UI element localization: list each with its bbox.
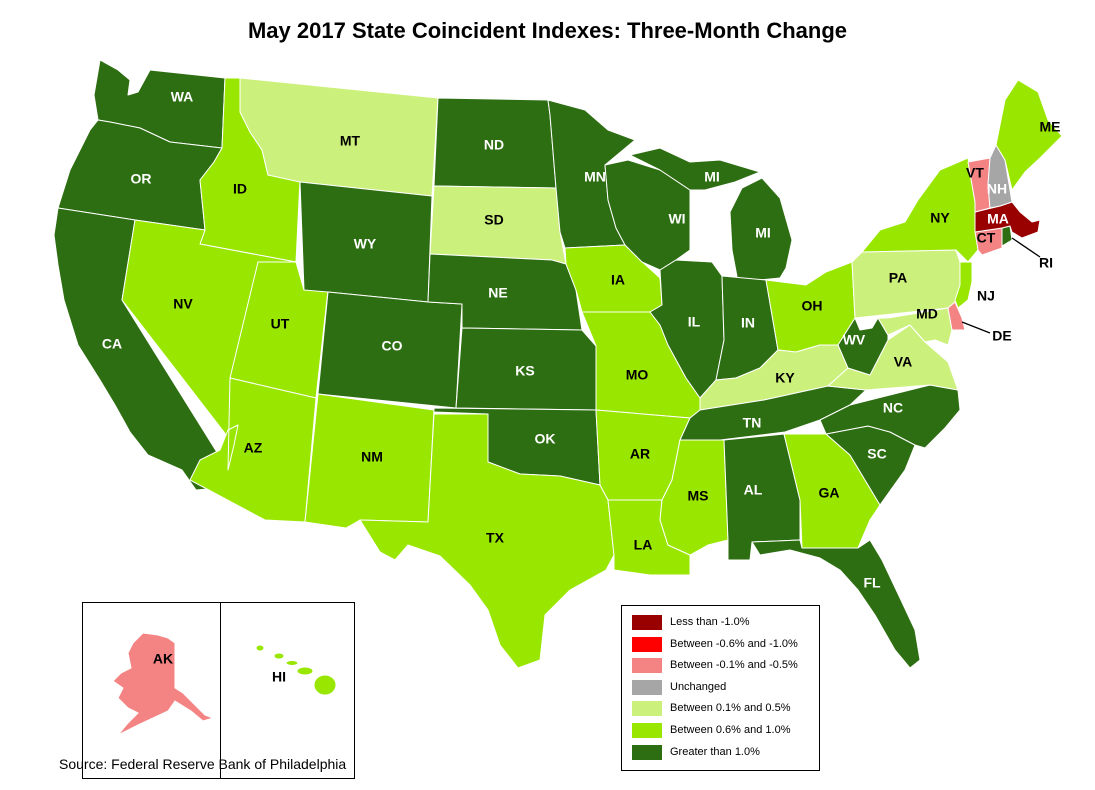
state-nc[interactable]: [819, 384, 961, 449]
hi-molokai: [285, 660, 299, 666]
legend: Less than -1.0% Between -0.6% and -1.0% Be…: [621, 605, 820, 771]
label-ks: KS: [515, 363, 534, 379]
label-ut: UT: [271, 316, 290, 332]
label-nm: NM: [361, 449, 383, 465]
label-ri: RI: [1039, 255, 1053, 271]
label-ma: MA: [987, 211, 1009, 227]
label-ia: IA: [611, 272, 625, 288]
state-tx[interactable]: [359, 413, 615, 669]
label-mn: MN: [584, 169, 606, 185]
hi-oahu: [273, 652, 285, 660]
label-va: VA: [894, 354, 912, 370]
label-or: OR: [131, 171, 152, 187]
label-wi: WI: [668, 211, 685, 227]
label-ct: CT: [977, 230, 996, 246]
state-ms[interactable]: [659, 439, 729, 556]
state-mi-up[interactable]: [629, 147, 761, 191]
label-al: AL: [744, 482, 763, 498]
label-co: CO: [382, 338, 403, 354]
state-hi[interactable]: [313, 674, 337, 696]
label-hi: HI: [272, 669, 286, 685]
leader-ri: [1011, 237, 1041, 258]
legend-swatch: [632, 744, 662, 760]
label-ga: GA: [819, 485, 840, 501]
label-ar: AR: [630, 446, 650, 462]
label-il: IL: [688, 314, 701, 330]
label-nj: NJ: [977, 288, 995, 304]
label-mt: MT: [340, 133, 361, 149]
state-ny[interactable]: [861, 157, 981, 263]
legend-swatch: [632, 615, 662, 630]
label-az: AZ: [244, 440, 263, 456]
label-ms: MS: [688, 488, 709, 504]
label-ok: OK: [535, 431, 556, 447]
label-ny: NY: [930, 210, 950, 226]
inset-svg: AK HI: [112, 632, 337, 736]
state-mi[interactable]: [729, 177, 793, 283]
state-me[interactable]: [995, 79, 1063, 191]
label-wy: WY: [354, 236, 377, 252]
label-nh: NH: [987, 181, 1007, 197]
label-ca: CA: [102, 336, 122, 352]
legend-label: Between 0.1% and 0.5%: [670, 702, 791, 715]
alaska-hawaii-inset: AK HI: [82, 602, 355, 779]
label-pa: PA: [889, 270, 907, 286]
leader-de: [961, 321, 991, 334]
label-nc: NC: [883, 400, 903, 416]
state-nj[interactable]: [954, 261, 973, 309]
label-fl: FL: [863, 575, 881, 591]
label-mi-up: MI: [704, 169, 720, 185]
label-ky: KY: [775, 370, 795, 386]
hawaii-islands: [255, 644, 337, 696]
label-ak: AK: [153, 651, 173, 667]
label-vt: VT: [966, 165, 984, 181]
legend-swatch: [632, 701, 662, 717]
label-wa: WA: [171, 89, 194, 105]
legend-label: Greater than 1.0%: [670, 745, 760, 758]
label-mo: MO: [626, 367, 649, 383]
inset-divider: [220, 603, 221, 778]
legend-label: Unchanged: [670, 680, 727, 693]
legend-label: Between -0.1% and -0.5%: [670, 659, 798, 672]
legend-swatch: [632, 658, 662, 674]
state-co[interactable]: [317, 291, 463, 409]
label-me: ME: [1040, 119, 1061, 135]
label-tn: TN: [743, 415, 762, 431]
legend-label: Between -0.6% and -1.0%: [670, 637, 798, 650]
hi-kauai: [255, 644, 265, 652]
state-mt[interactable]: [239, 77, 439, 197]
legend-swatch: [632, 679, 662, 695]
legend-swatch: [632, 636, 662, 652]
state-fl[interactable]: [751, 539, 921, 669]
label-la: LA: [634, 537, 653, 553]
label-mi: MI: [755, 225, 771, 241]
label-nv: NV: [173, 296, 193, 312]
legend-label: Less than -1.0%: [670, 616, 750, 628]
label-sc: SC: [867, 446, 886, 462]
legend-label: Between 0.6% and 1.0%: [670, 724, 791, 736]
label-wv: WV: [843, 332, 866, 348]
legend-swatch: [632, 723, 662, 738]
label-ne: NE: [488, 285, 507, 301]
source-note: Source: Federal Reserve Bank of Philadel…: [59, 756, 347, 772]
label-in: IN: [741, 315, 755, 331]
hi-maui: [296, 666, 314, 676]
label-oh: OH: [802, 298, 823, 314]
state-de[interactable]: [947, 301, 966, 331]
map-title: May 2017 State Coincident Indexes: Three…: [247, 18, 847, 43]
label-md: MD: [916, 306, 938, 322]
label-sd: SD: [484, 212, 503, 228]
label-de: DE: [992, 328, 1011, 344]
state-ak[interactable]: [112, 632, 214, 736]
label-nd: ND: [484, 137, 504, 153]
state-ca[interactable]: [53, 207, 229, 491]
label-tx: TX: [486, 530, 505, 546]
label-id: ID: [233, 181, 247, 197]
